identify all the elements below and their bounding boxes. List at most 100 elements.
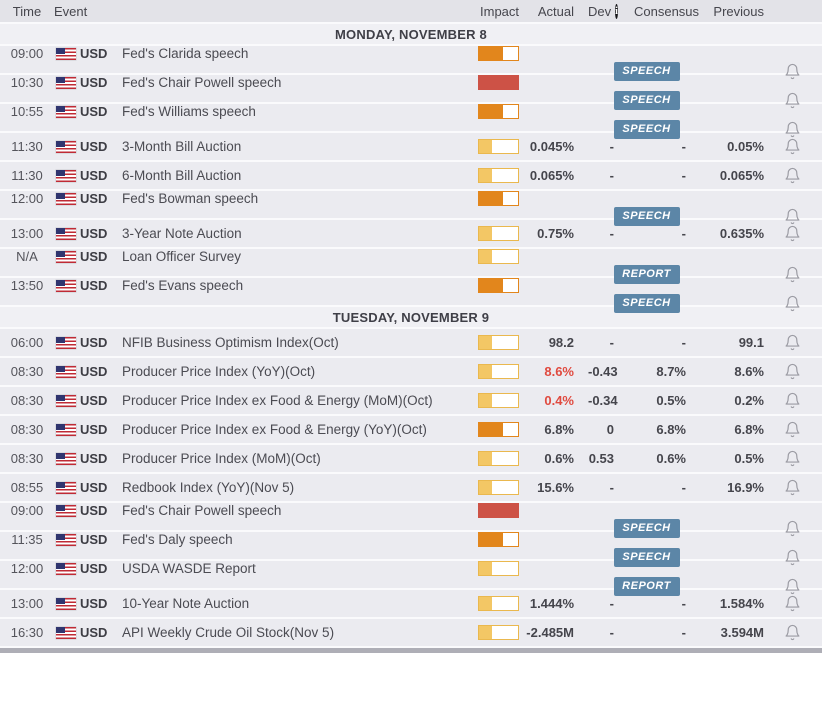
flag-cell bbox=[54, 533, 80, 546]
alert-bell-button[interactable] bbox=[784, 421, 801, 438]
flag-cell bbox=[54, 452, 80, 465]
alert-cell bbox=[780, 624, 822, 641]
event-time: 08:30 bbox=[10, 364, 44, 379]
alert-bell-button[interactable] bbox=[784, 167, 801, 184]
speech-badge[interactable]: SPEECH bbox=[614, 548, 680, 567]
event-row[interactable]: 06:00 USD NFIB Business Optimism Index(Oct… bbox=[0, 329, 822, 358]
event-name: Fed's Evans speech bbox=[122, 278, 244, 293]
consensus-value: - bbox=[681, 596, 686, 611]
event-row[interactable]: 11:30 USD 3-Month Bill Auction 0.045% - - 0.05… bbox=[0, 133, 822, 162]
event-row[interactable]: 16:30 USD API Weekly Crude Oil Stock(Nov 5… bbox=[0, 619, 822, 648]
event-time: 13:50 bbox=[10, 278, 44, 293]
impact-bar-low bbox=[478, 335, 519, 350]
alert-bell-button[interactable] bbox=[784, 295, 801, 312]
alert-bell-button[interactable] bbox=[784, 549, 801, 566]
flag-cell bbox=[54, 227, 80, 240]
impact-cell bbox=[478, 451, 526, 466]
speech-badge[interactable]: SPEECH bbox=[614, 294, 680, 313]
bell-icon bbox=[785, 392, 800, 409]
alert-bell-button[interactable] bbox=[784, 121, 801, 138]
alert-bell-button[interactable] bbox=[784, 450, 801, 467]
impact-bar-fill bbox=[479, 365, 493, 378]
flag-cell bbox=[54, 365, 80, 378]
alert-bell-button[interactable] bbox=[784, 63, 801, 80]
alert-cell bbox=[780, 421, 822, 438]
us-flag-icon bbox=[56, 394, 76, 407]
alert-bell-button[interactable] bbox=[784, 334, 801, 351]
column-header-dev-label: Dev bbox=[588, 3, 612, 19]
impact-cell bbox=[478, 561, 526, 576]
event-row[interactable]: N/A USD Loan Officer Survey REPORT bbox=[0, 249, 822, 284]
speech-badge[interactable]: SPEECH bbox=[614, 62, 680, 81]
speech-badge[interactable]: SPEECH bbox=[614, 519, 680, 538]
previous-value: 1.584% bbox=[719, 596, 764, 611]
alert-bell-button[interactable] bbox=[784, 208, 801, 225]
alert-bell-button[interactable] bbox=[784, 392, 801, 409]
currency-label: USD bbox=[80, 226, 108, 241]
event-row[interactable]: 08:55 USD Redbook Index (YoY)(Nov 5) 15.6% -… bbox=[0, 474, 822, 503]
actual-value: 0.75% bbox=[537, 226, 574, 241]
event-row[interactable]: 12:00 USD Fed's Bowman speech SPEECH bbox=[0, 191, 822, 226]
alert-cell bbox=[780, 63, 822, 80]
event-name: Fed's Bowman speech bbox=[122, 191, 259, 206]
event-time: 10:30 bbox=[10, 75, 44, 90]
deviation-value: - bbox=[609, 226, 614, 241]
event-row[interactable]: 11:35 USD Fed's Daly speech SPEECH bbox=[0, 532, 822, 567]
us-flag-icon bbox=[56, 250, 76, 263]
event-name: USDA WASDE Report bbox=[122, 561, 256, 576]
report-badge[interactable]: REPORT bbox=[614, 577, 680, 596]
currency-label: USD bbox=[80, 422, 108, 437]
previous-value: 8.6% bbox=[734, 364, 764, 379]
alert-cell bbox=[780, 450, 822, 467]
event-row[interactable]: 08:30 USD Producer Price Index (MoM)(Oct) 0… bbox=[0, 445, 822, 474]
actual-value: 98.2 bbox=[548, 335, 574, 350]
event-row[interactable]: 09:00 USD Fed's Clarida speech SPEECH bbox=[0, 46, 822, 81]
us-flag-icon bbox=[56, 279, 76, 292]
event-row[interactable]: 13:00 USD 10-Year Note Auction 1.444% - - 1.58… bbox=[0, 590, 822, 619]
event-row[interactable]: 11:30 USD 6-Month Bill Auction 0.065% - - 0.06… bbox=[0, 162, 822, 191]
event-row[interactable]: 10:55 USD Fed's Williams speech SPEECH bbox=[0, 104, 822, 139]
impact-cell bbox=[478, 278, 526, 293]
impact-bar-fill bbox=[479, 626, 493, 639]
alert-bell-button[interactable] bbox=[784, 479, 801, 496]
alert-bell-button[interactable] bbox=[784, 595, 801, 612]
impact-cell bbox=[478, 46, 526, 61]
previous-value: 0.5% bbox=[734, 451, 764, 466]
speech-badge[interactable]: SPEECH bbox=[614, 91, 680, 110]
alert-bell-button[interactable] bbox=[784, 225, 801, 242]
event-row[interactable]: 09:00 USD Fed's Chair Powell speech SPEECH bbox=[0, 503, 822, 538]
badge-cell: REPORT bbox=[588, 576, 706, 596]
consensus-value: 6.8% bbox=[656, 422, 686, 437]
speech-badge[interactable]: SPEECH bbox=[614, 207, 680, 226]
us-flag-icon bbox=[56, 76, 76, 89]
alert-bell-button[interactable] bbox=[784, 520, 801, 537]
event-row[interactable]: 13:00 USD 3-Year Note Auction 0.75% - - 0.635% bbox=[0, 220, 822, 249]
event-row[interactable]: 08:30 USD Producer Price Index (YoY)(Oct) 8… bbox=[0, 358, 822, 387]
column-header-dev: Dev i bbox=[588, 3, 634, 19]
us-flag-icon bbox=[56, 365, 76, 378]
alert-cell bbox=[780, 334, 822, 351]
alert-bell-button[interactable] bbox=[784, 624, 801, 641]
speech-badge[interactable]: SPEECH bbox=[614, 120, 680, 139]
us-flag-icon bbox=[56, 140, 76, 153]
event-row[interactable]: 10:30 USD Fed's Chair Powell speech SPEECH bbox=[0, 75, 822, 110]
event-row[interactable]: 08:30 USD Producer Price Index ex Food & E… bbox=[0, 416, 822, 445]
impact-bar-medium bbox=[478, 46, 519, 61]
column-header-impact: Impact bbox=[480, 3, 520, 19]
alert-bell-button[interactable] bbox=[784, 92, 801, 109]
deviation-value: - bbox=[609, 168, 614, 183]
impact-bar-fill bbox=[479, 562, 493, 575]
alert-bell-button[interactable] bbox=[784, 578, 801, 595]
event-row[interactable]: 08:30 USD Producer Price Index ex Food & E… bbox=[0, 387, 822, 416]
dev-info-icon[interactable]: i bbox=[615, 3, 618, 19]
impact-cell bbox=[478, 480, 526, 495]
report-badge[interactable]: REPORT bbox=[614, 265, 680, 284]
alert-bell-button[interactable] bbox=[784, 266, 801, 283]
impact-cell bbox=[478, 104, 526, 119]
alert-bell-button[interactable] bbox=[784, 363, 801, 380]
alert-cell bbox=[780, 92, 822, 109]
event-row[interactable]: 12:00 USD USDA WASDE Report REPORT bbox=[0, 561, 822, 596]
us-flag-icon bbox=[56, 533, 76, 546]
alert-bell-button[interactable] bbox=[784, 138, 801, 155]
event-row[interactable]: 13:50 USD Fed's Evans speech SPEECH bbox=[0, 278, 822, 313]
